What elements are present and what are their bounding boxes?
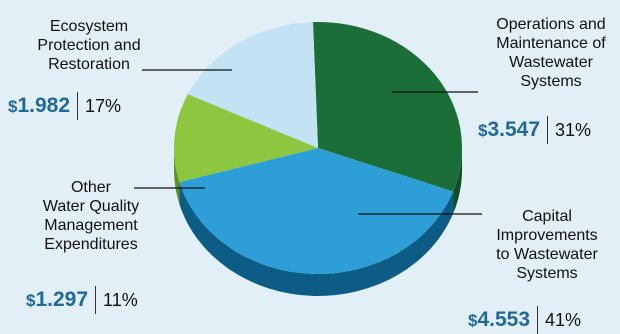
amount-operations: $3.547 [478,118,541,141]
amount-ecosystem-value: 1.982 [17,94,71,117]
separator [537,306,539,334]
label-other-line-2: Water Quality [42,198,140,215]
separator [547,116,549,144]
label-capital: Capital Improvements to Wastewater Syste… [472,207,620,283]
currency-symbol: $ [26,291,36,310]
currency-symbol: $ [468,311,478,330]
label-capital-line-1: Capital [522,208,572,225]
pie-side-other [174,148,180,205]
amount-operations-value: 3.547 [487,118,541,141]
label-operations: Operations and Maintenance of Wastewater… [476,15,620,91]
amount-ecosystem: $1.982 [8,94,71,117]
pie-side-ops [453,148,462,214]
pie-slice-cap [179,148,454,274]
currency-symbol: $ [478,121,488,140]
label-operations-line-2: Maintenance of [496,35,606,52]
label-ecosystem-line-1: Ecosystem [49,18,129,35]
percent-capital: 41% [545,309,582,330]
label-other-line-1: Other [70,179,111,196]
label-ecosystem-line-2: Protection and [37,37,141,54]
amount-other: $1.297 [26,288,89,311]
label-other-line-4: Expenditures [44,236,138,253]
separator [77,92,79,120]
percent-other: 11% [103,289,138,310]
currency-symbol: $ [8,97,18,116]
label-ecosystem-line-3: Restoration [48,56,130,73]
label-other: Other Water Quality Management Expenditu… [16,178,166,254]
label-operations-line-3: Wastewater [509,54,593,71]
percent-ecosystem: 17% [85,95,122,116]
label-capital-line-3: to Wastewater [496,246,598,263]
pie-slice-eco [187,22,318,149]
pie-slice-other [174,94,318,183]
value-ecosystem: $1.982 17% [8,88,121,120]
value-other: $1.297 11% [26,282,138,314]
pie-side-cap [179,182,454,296]
label-ecosystem: Ecosystem Protection and Restoration [14,17,164,74]
label-other-line-3: Management [44,217,138,234]
amount-other-value: 1.297 [35,288,89,311]
percent-operations: 31% [555,119,592,140]
value-operations: $3.547 31% [478,112,591,144]
amount-capital-value: 4.553 [477,308,531,331]
label-capital-line-4: Systems [516,265,578,282]
label-operations-line-1: Operations and [496,16,606,33]
value-capital: $4.553 41% [468,302,581,334]
label-operations-line-4: Systems [520,73,582,90]
amount-capital: $4.553 [468,308,531,331]
label-capital-line-2: Improvements [496,227,598,244]
pie-slice-ops [312,22,462,192]
separator [95,286,97,314]
